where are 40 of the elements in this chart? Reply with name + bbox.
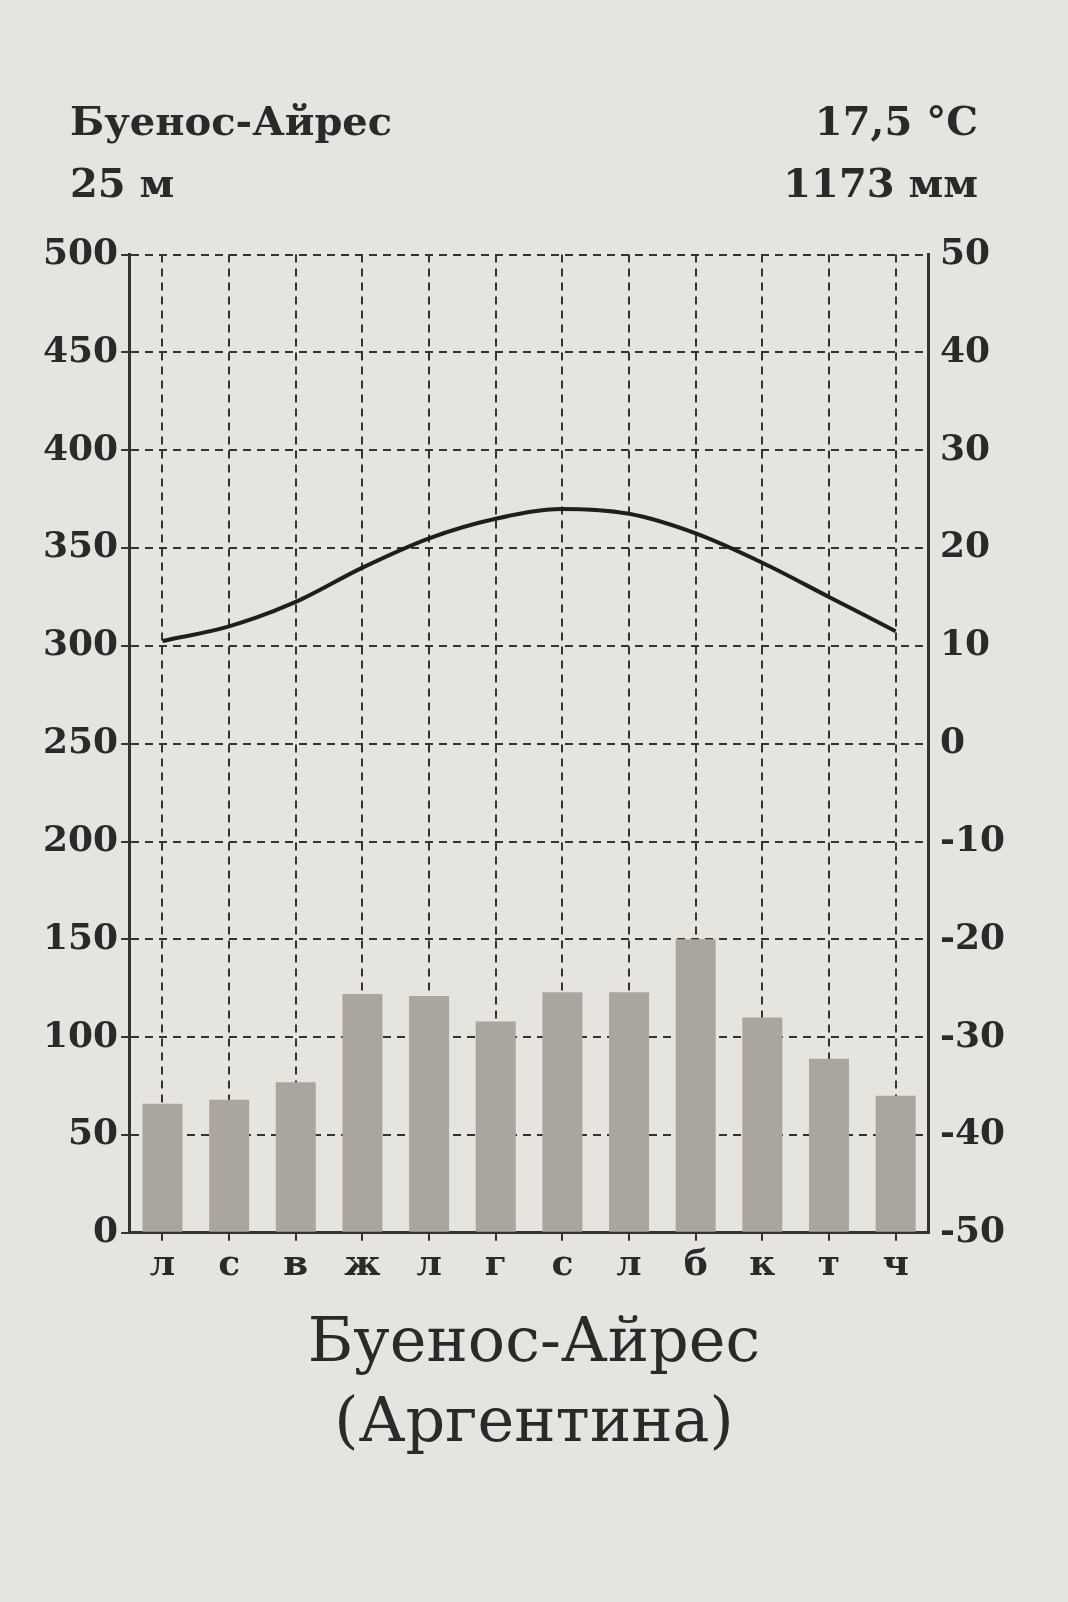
x-tick-label: в [283, 1240, 309, 1283]
x-tick-label: с [218, 1240, 241, 1283]
y-tick-label: 450 [42, 327, 119, 370]
y-tick-label: 200 [42, 816, 119, 859]
y2-tick-label: -10 [939, 816, 1006, 859]
y-tick-label: 50 [68, 1110, 119, 1153]
x-tick-label: л [416, 1240, 442, 1283]
y-tick-label: 300 [42, 621, 119, 664]
y-tick-label: 150 [42, 914, 119, 957]
x-tick-label: ч [882, 1240, 909, 1283]
x-tick-label: л [149, 1240, 176, 1283]
y-tick-label: 250 [42, 719, 119, 762]
x-tick-label: б [683, 1240, 708, 1283]
y2-tick-label: -40 [939, 1110, 1006, 1153]
y-tick-label: 100 [42, 1012, 119, 1055]
y-tick-label: 500 [42, 229, 119, 272]
y2-tick-label: 10 [939, 621, 991, 664]
y2-tick-label: 50 [939, 229, 991, 272]
y2-tick-label: -50 [939, 1208, 1006, 1251]
x-tick-label: г [484, 1240, 507, 1283]
text: Буенос-Айрес (Аргентина) [306, 1302, 762, 1458]
y2-tick-label: -30 [939, 1012, 1006, 1055]
x-tick-label: ж [344, 1240, 381, 1283]
text: Буенос-Айрес [70, 96, 393, 146]
y2-tick-label: 20 [939, 523, 991, 566]
line-series [160, 506, 898, 643]
y-tick-label: 0 [93, 1208, 119, 1251]
text: 25 м [70, 158, 176, 208]
x-tick-label: т [817, 1240, 841, 1283]
x-tick-label: с [551, 1240, 574, 1283]
x-tick-label: к [749, 1240, 776, 1283]
y2-tick-label: -20 [939, 914, 1006, 957]
y2-tick-label: 40 [939, 327, 991, 370]
y-tick-label: 350 [42, 523, 119, 566]
text: 17,5 °C [813, 96, 978, 146]
text: 1173 мм [783, 158, 978, 208]
x-tick-label: л [616, 1240, 642, 1283]
y-tick-label: 400 [42, 425, 119, 468]
y2-tick-label: 0 [939, 719, 966, 762]
y2-tick-label: 30 [939, 425, 991, 468]
